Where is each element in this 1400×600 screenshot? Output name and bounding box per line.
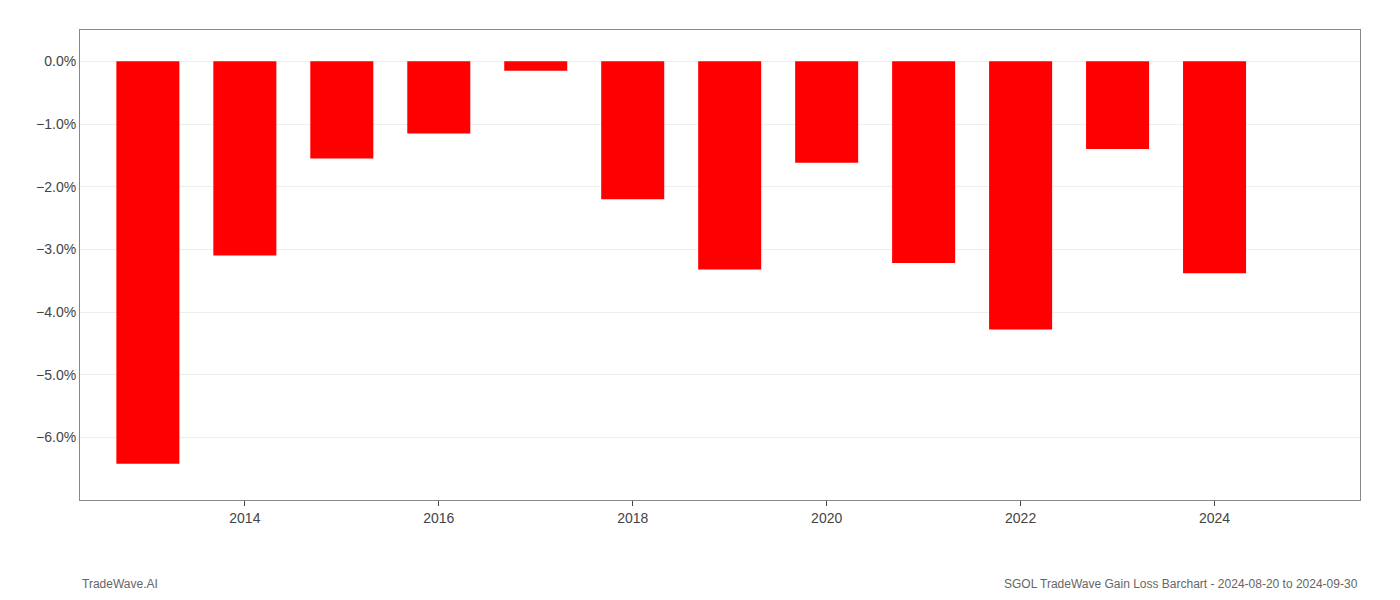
svg-text:2024: 2024: [1199, 510, 1230, 526]
svg-text:2016: 2016: [423, 510, 454, 526]
svg-text:2018: 2018: [617, 510, 648, 526]
svg-text:−3.0%: −3.0%: [36, 241, 76, 257]
svg-text:2022: 2022: [1005, 510, 1036, 526]
svg-text:−1.0%: −1.0%: [36, 116, 76, 132]
svg-text:−6.0%: −6.0%: [36, 429, 76, 445]
svg-text:0.0%: 0.0%: [44, 53, 76, 69]
svg-text:−4.0%: −4.0%: [36, 304, 76, 320]
svg-text:TradeWave.AI: TradeWave.AI: [82, 577, 158, 591]
svg-text:−2.0%: −2.0%: [36, 179, 76, 195]
svg-text:2020: 2020: [811, 510, 842, 526]
svg-text:SGOL TradeWave Gain Loss Barch: SGOL TradeWave Gain Loss Barchart - 2024…: [1004, 577, 1358, 591]
svg-text:−5.0%: −5.0%: [36, 367, 76, 383]
svg-text:2014: 2014: [229, 510, 260, 526]
